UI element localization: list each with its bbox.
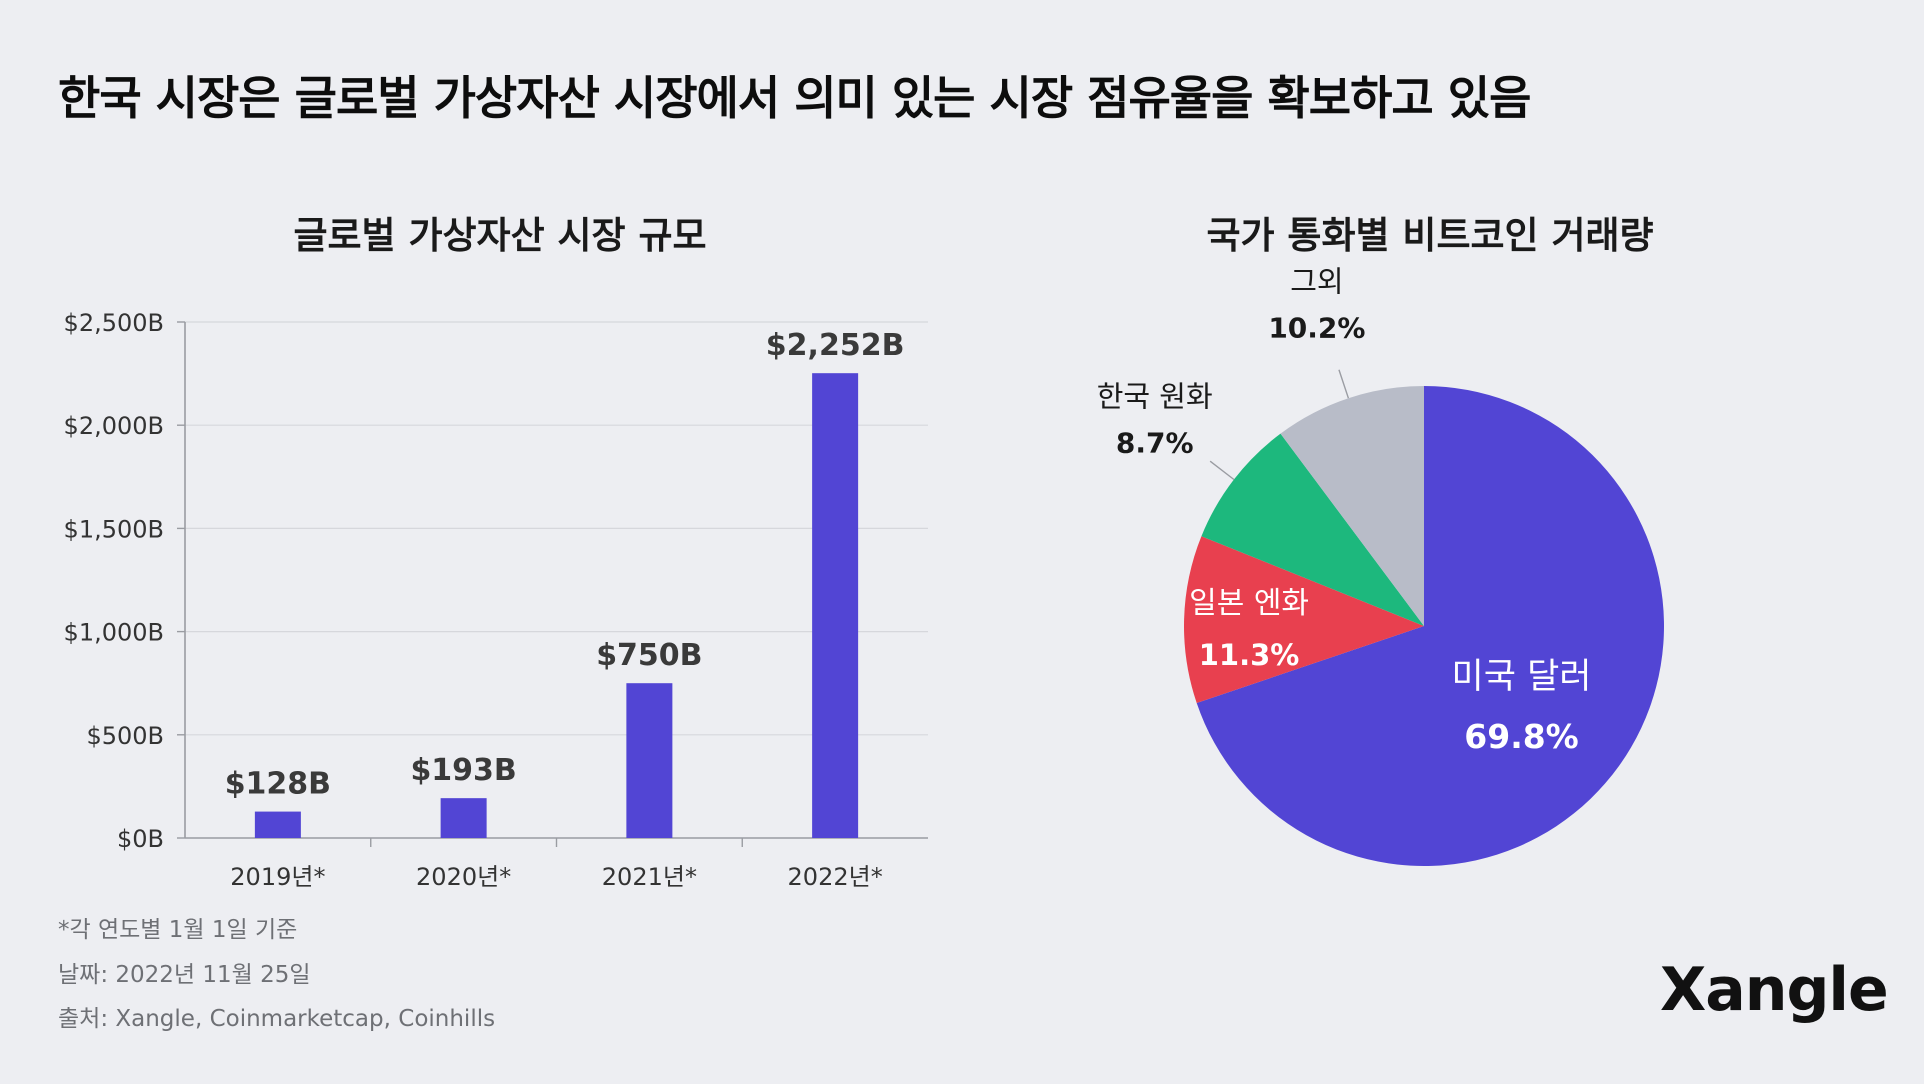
bar (254, 811, 301, 838)
x-tick-label: 2022년* (788, 863, 883, 891)
xangle-logo: Xangle (1660, 955, 1889, 1025)
x-tick-label: 2019년* (230, 863, 325, 891)
footnote: *각 연도별 1월 1일 기준 (58, 917, 298, 943)
leader-line (1338, 369, 1350, 399)
bar (626, 683, 673, 838)
pie-slice-value: 11.3% (1199, 638, 1300, 672)
pie-slice-label: 한국 원화 (1097, 379, 1213, 413)
x-tick-label: 2021년* (602, 863, 697, 891)
bar-value-label: $2,252B (766, 328, 905, 363)
x-tick-label: 2020년* (416, 863, 511, 891)
y-tick-label: $0B (117, 825, 164, 853)
pie-slice (1184, 536, 1424, 704)
y-tick-label: $1,000B (64, 619, 164, 647)
bar (440, 798, 487, 838)
pie-slice-label: 그외 (1290, 264, 1343, 298)
pie-slice-value: 10.2% (1268, 311, 1365, 344)
bar (812, 373, 859, 838)
y-tick-label: $2,000B (64, 412, 164, 440)
y-tick-label: $500B (86, 722, 164, 750)
pie-slice-label: 미국 달러 (1452, 657, 1592, 697)
bar-value-label: $193B (410, 753, 516, 788)
pie-slice (1196, 386, 1664, 867)
y-tick-label: $2,500B (64, 309, 164, 337)
y-tick-label: $1,500B (64, 515, 164, 543)
pie-slice (1280, 386, 1424, 626)
page-title: 한국 시장은 글로벌 가상자산 시장에서 의미 있는 시장 점유율을 확보하고 … (58, 71, 1531, 125)
pie-chart-title: 국가 통화별 비트코인 거래량 (1206, 214, 1654, 257)
pie-slice-value: 8.7% (1116, 426, 1194, 459)
pie-slice-value: 69.8% (1464, 717, 1579, 756)
bar-chart-title: 글로벌 가상자산 시장 규모 (293, 214, 707, 257)
bar-value-label: $128B (225, 767, 331, 802)
pie-slice (1201, 433, 1424, 626)
bar-value-label: $750B (596, 638, 702, 673)
source-note: 출처: Xangle, Coinmarketcap, Coinhills (58, 1006, 496, 1032)
leader-line (1209, 460, 1235, 481)
date-note: 날짜: 2022년 11월 25일 (58, 962, 311, 988)
pie-slice-label: 일본 엔화 (1189, 586, 1309, 621)
